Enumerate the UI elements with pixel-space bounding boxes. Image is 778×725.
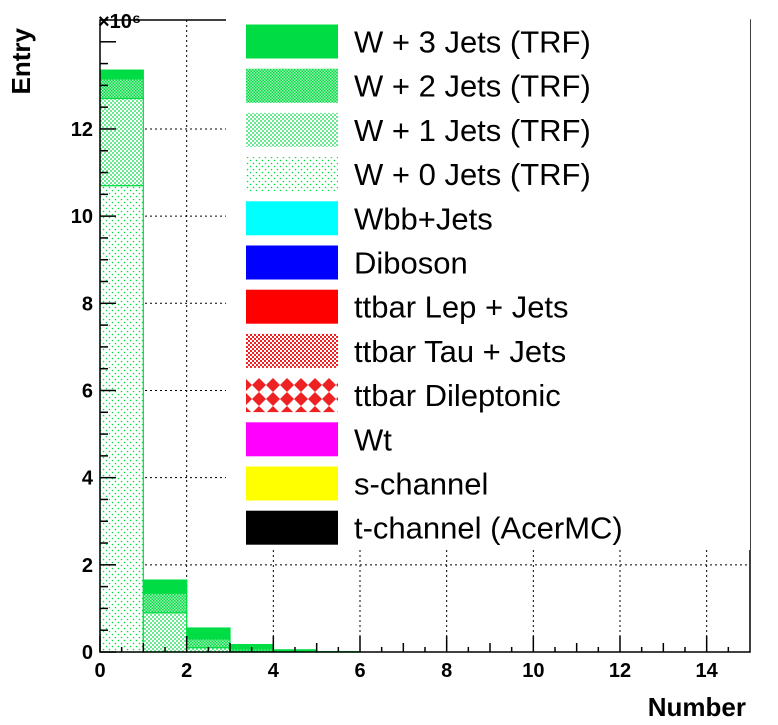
y-tick-label: 4 (82, 468, 94, 490)
bar-w-1-jets-trf--bin-1 (142, 612, 188, 653)
legend-swatch-wbb-jets (246, 201, 338, 236)
bar-w-2-jets-trf--bin-2 (186, 638, 231, 649)
y-tick-label: 12 (71, 119, 93, 141)
y-tick-label: 2 (82, 555, 93, 577)
legend-swatch-w-0-jets-trf- (246, 157, 338, 192)
legend-label-wt: Wt (354, 422, 392, 457)
y-tick-label: 8 (82, 293, 93, 315)
legend-label-ttbar-dileptonic: ttbar Dileptonic (354, 378, 561, 413)
bar-w-3-jets-trf--bin-0 (99, 69, 144, 80)
bar-w-1-jets-trf--bin-0 (99, 97, 144, 187)
y-tick-label: 10 (71, 206, 93, 228)
x-axis-title: Number (648, 692, 746, 722)
legend-label-w-2-jets-trf-: W + 2 Jets (TRF) (354, 69, 591, 104)
x-tick-label: 6 (354, 660, 365, 682)
x-tick-label: 0 (94, 660, 105, 682)
legend-swatch-diboson (246, 245, 338, 280)
y-axis-multiplier: ×10⁶ (98, 11, 141, 33)
legend-label-diboson: Diboson (354, 246, 468, 281)
bar-w-3-jets-trf--bin-1 (142, 579, 188, 594)
legend-swatch-wt (246, 422, 338, 457)
y-tick-label: 6 (82, 380, 93, 402)
x-tick-label: 2 (181, 660, 192, 682)
legend-swatch-ttbar-lep-jets (246, 289, 338, 324)
legend-box (226, 18, 750, 550)
histogram-bars (99, 69, 361, 653)
legend-label-w-0-jets-trf-: W + 0 Jets (TRF) (354, 157, 591, 192)
legend-swatch-w-2-jets-trf- (246, 68, 338, 103)
legend-label-w-3-jets-trf-: W + 3 Jets (TRF) (354, 25, 591, 60)
x-tick-label: 8 (441, 660, 452, 682)
legend-swatch-ttbar-tau-jets (246, 333, 338, 368)
legend-label-ttbar-lep-jets: ttbar Lep + Jets (354, 290, 569, 325)
legend-label-wbb-jets: Wbb+Jets (354, 201, 493, 236)
x-tick-label: 4 (268, 660, 280, 682)
bar-w-0-jets-trf--bin-0 (99, 185, 144, 653)
legend-swatch-t-channel-acermc- (246, 510, 338, 545)
legend-label-ttbar-tau-jets: ttbar Tau + Jets (354, 334, 566, 369)
legend-swatch-w-3-jets-trf- (246, 24, 338, 59)
bar-w-2-jets-trf--bin-1 (142, 592, 188, 614)
legend-label-t-channel-acermc-: t-channel (AcerMC) (354, 511, 623, 546)
legend-swatch-s-channel (246, 466, 338, 501)
legend-swatch-w-1-jets-trf- (246, 112, 338, 147)
y-axis-title: Entry (6, 27, 36, 94)
x-tick-label: 12 (609, 660, 631, 682)
legend: W + 3 Jets (TRF) W + 2 Jets (TRF) W + 1 Je… (226, 18, 750, 550)
legend-label-s-channel: s-channel (354, 467, 488, 502)
y-tick-label: 0 (82, 642, 93, 664)
x-tick-label: 10 (522, 660, 544, 682)
legend-label-w-1-jets-trf-: W + 1 Jets (TRF) (354, 113, 591, 148)
legend-swatch-ttbar-dileptonic (246, 378, 338, 413)
bar-w-3-jets-trf--bin-2 (186, 627, 231, 640)
x-tick-label: 14 (696, 660, 719, 682)
bar-w-2-jets-trf--bin-0 (99, 78, 144, 100)
